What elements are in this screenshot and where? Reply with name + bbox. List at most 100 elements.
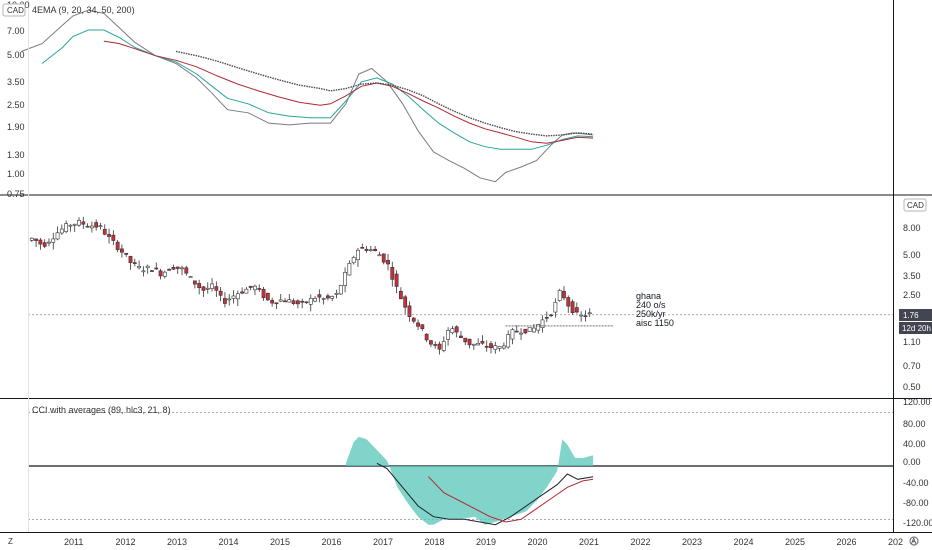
candle-body <box>150 270 154 272</box>
y-tick-label: 80.00 <box>903 419 926 429</box>
candle-body <box>47 241 51 244</box>
candle-body <box>364 248 369 251</box>
candle-body <box>394 273 399 287</box>
candle-body <box>295 300 300 305</box>
candle-body <box>334 293 339 295</box>
candle-body <box>338 285 343 295</box>
currency-label-price: CAD <box>907 201 924 210</box>
candle-body <box>218 290 223 296</box>
x-tick-label: 2025 <box>785 537 805 547</box>
candle-body <box>441 341 446 351</box>
candle-body <box>360 246 365 249</box>
candle-body <box>416 322 420 327</box>
cci-panel-title: CCI with averages (89, hlc3, 21, 8) <box>32 405 171 415</box>
candle-body <box>377 254 382 257</box>
settings-gear-icon[interactable] <box>909 536 919 546</box>
candle-body <box>278 299 283 302</box>
cci-average-line-1 <box>428 476 594 523</box>
candle-body <box>343 272 347 286</box>
candle-body <box>192 280 197 285</box>
y-tick-label: 1.00 <box>7 169 25 179</box>
candle-body <box>403 296 408 308</box>
x-tick-label: 2026 <box>837 537 857 547</box>
candle-body <box>115 241 120 250</box>
candle-body <box>446 330 450 340</box>
countdown-badge <box>899 322 932 334</box>
candle-body <box>536 324 541 331</box>
candle-body <box>141 270 146 273</box>
candle-body <box>59 228 64 234</box>
candle-body <box>351 257 356 264</box>
candle-body <box>557 290 562 301</box>
candle-body <box>162 271 167 277</box>
x-tick-label: 2015 <box>270 537 290 547</box>
x-tick-label: 2020 <box>528 537 548 547</box>
candle-body <box>368 249 373 252</box>
candle-body <box>184 267 189 274</box>
candle-body <box>235 293 240 300</box>
candle-body <box>330 296 335 299</box>
candle-body <box>128 256 133 263</box>
x-tick-label: 2023 <box>682 537 702 547</box>
currency-badge-price[interactable] <box>903 198 927 212</box>
candle-body <box>81 221 86 225</box>
candle-body <box>540 319 545 328</box>
candle-body <box>287 299 292 303</box>
y-tick-label: -120.00 <box>903 518 932 528</box>
candle-body <box>583 315 588 318</box>
candle-body <box>317 294 322 298</box>
candle-body <box>501 345 506 349</box>
candle-body <box>210 283 214 289</box>
cci-series-group <box>28 412 893 526</box>
candle-body <box>493 345 498 350</box>
candle-body <box>463 337 468 343</box>
countdown-label: 12d 20h <box>902 324 931 333</box>
ema-line-1 <box>41 29 594 150</box>
annotation-line-1: ghana <box>636 291 661 301</box>
candle-body <box>566 297 571 307</box>
x-tick-label: 2024 <box>734 537 754 547</box>
candle-body <box>29 237 34 241</box>
candle-body <box>381 253 386 263</box>
y-tick-label: 1.30 <box>7 150 25 160</box>
y-tick-label: 1.90 <box>7 122 25 132</box>
candle-body <box>579 314 584 317</box>
candle-body <box>240 291 244 294</box>
candle-body <box>248 285 253 288</box>
candle-body <box>532 327 536 333</box>
candle-body <box>145 265 150 269</box>
annotation-line-4: aisc 1150 <box>636 318 674 328</box>
candle-body <box>514 330 519 333</box>
x-tick-label: 2018 <box>425 537 445 547</box>
candle-body <box>411 317 416 322</box>
candle-body <box>274 302 279 305</box>
candle-body <box>102 228 107 235</box>
candle-body <box>459 335 463 339</box>
annotation-line-2: 240 o/s <box>636 300 666 310</box>
candle-body <box>347 263 352 276</box>
x-tick-label: 2011 <box>64 537 83 547</box>
candle-body <box>188 276 193 278</box>
candle-body <box>283 300 287 303</box>
candle-body <box>484 346 489 348</box>
candle-body <box>587 312 592 315</box>
candle-body <box>467 338 472 346</box>
candle-body <box>265 292 270 301</box>
x-tick-label: 2021 <box>579 537 599 547</box>
timezone-z-button[interactable]: Z <box>8 537 13 546</box>
candle-body <box>562 291 566 299</box>
candle-body <box>527 326 532 332</box>
last-price-badge <box>899 309 932 321</box>
y-tick-label: 2.50 <box>903 290 921 300</box>
currency-badge-ema[interactable] <box>2 3 26 17</box>
currency-label-ema: CAD <box>7 6 24 15</box>
candle-body <box>227 298 232 301</box>
x-tick-label: 2016 <box>322 537 342 547</box>
candle-body <box>137 266 141 269</box>
candle-body <box>476 343 481 346</box>
candle-body <box>201 286 206 291</box>
candle-body <box>42 242 47 247</box>
candle-body <box>480 341 485 344</box>
candle-body <box>321 298 326 300</box>
candle-body <box>304 301 309 304</box>
